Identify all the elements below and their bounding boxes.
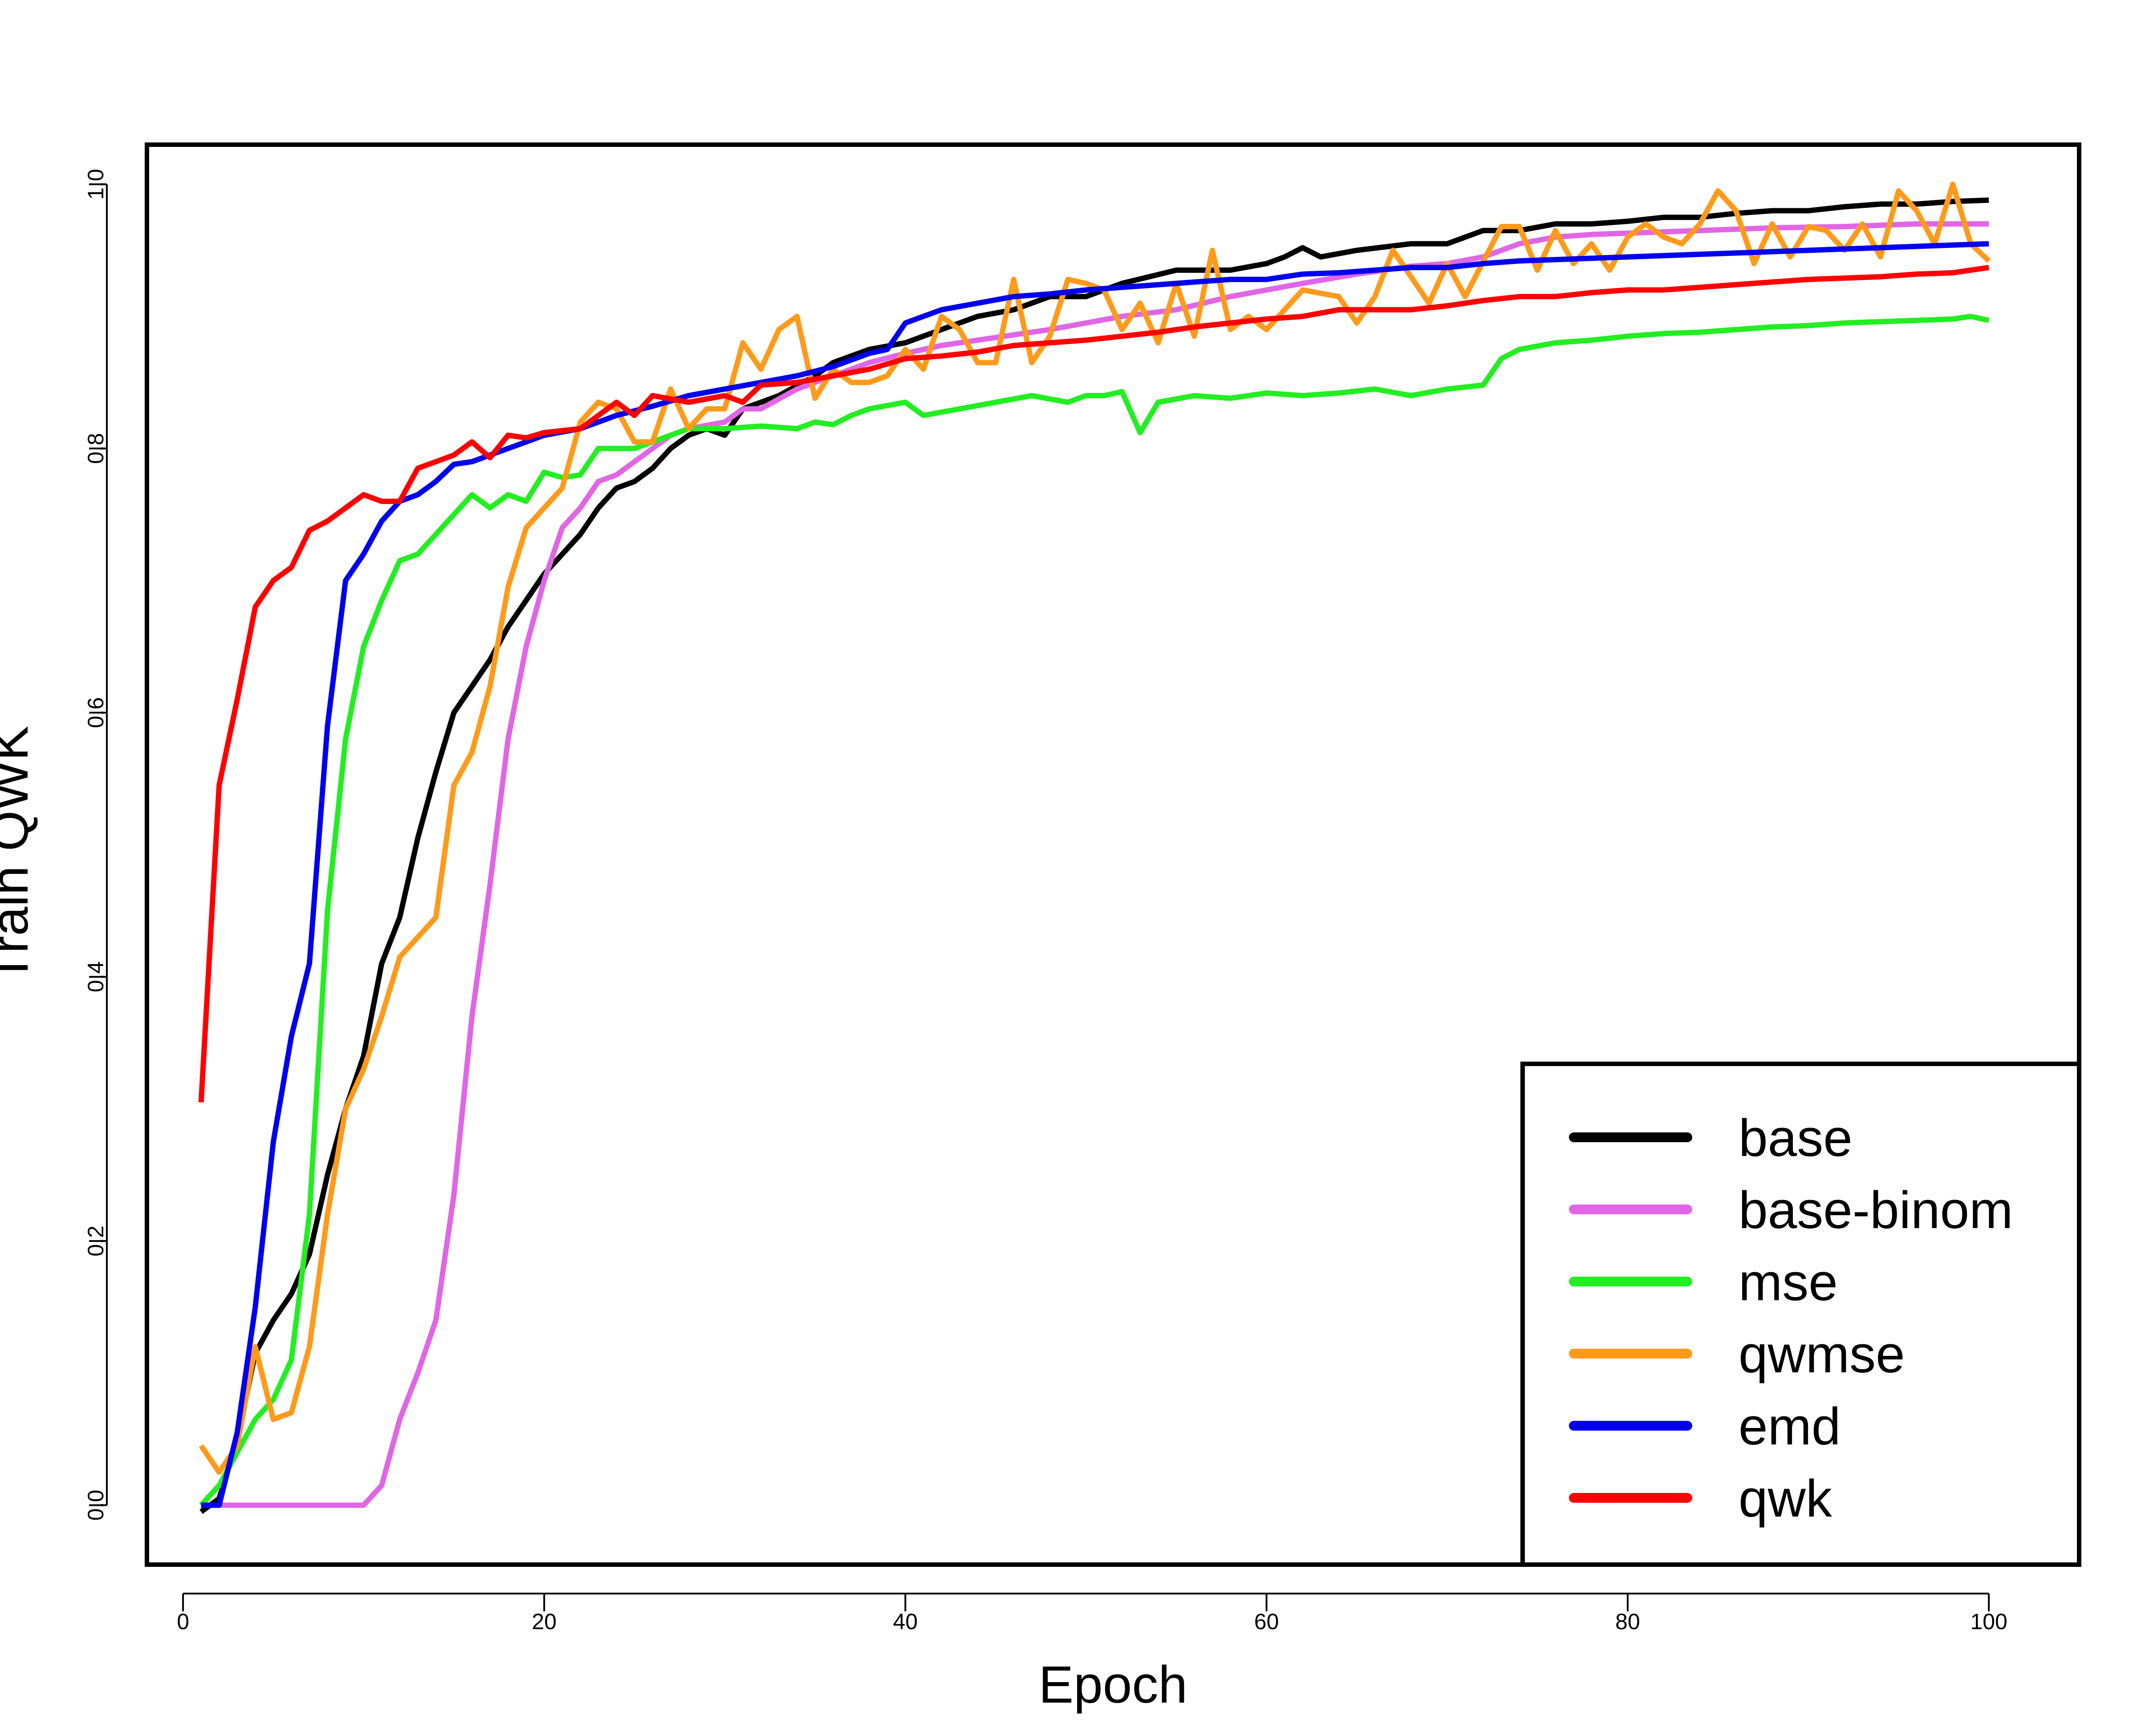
x-tick-label: 100	[1970, 1609, 2007, 1634]
x-tick-label: 80	[1615, 1609, 1640, 1634]
y-axis-title: Train QWK	[0, 726, 39, 983]
y-tick-label: 0.4	[83, 961, 108, 993]
x-tick-label: 0	[177, 1609, 189, 1634]
y-tick-label: 0.2	[83, 1225, 108, 1257]
series-line-base-binom	[201, 221, 1989, 1508]
series-line-emd	[201, 241, 1989, 1508]
legend-box	[1520, 1062, 2081, 1567]
legend-label-base: base	[1739, 1109, 1853, 1168]
y-tick-label: 1.0	[83, 169, 108, 200]
legend-label-base-binom: base-binom	[1739, 1181, 2013, 1240]
legend-label-qwmse: qwmse	[1739, 1325, 1905, 1384]
series-line-qwmse	[199, 182, 1991, 1475]
x-tick-label: 40	[893, 1609, 918, 1634]
y-tick-label: 0.0	[83, 1490, 108, 1521]
x-axis: 0 20 40 60 80 100	[177, 1593, 2007, 1634]
series-line-base	[199, 197, 1989, 1514]
legend-label-qwk: qwk	[1739, 1469, 1832, 1528]
legend-label-emd: emd	[1739, 1397, 1841, 1456]
x-tick-label: 60	[1254, 1609, 1279, 1634]
plot-frame	[145, 142, 2081, 1567]
series-line-qwk	[198, 265, 1990, 1103]
series-line-mse	[199, 313, 1990, 1507]
y-tick-label: 0.6	[83, 697, 108, 728]
y-axis: 0.0 0.2 0.4 0.6 0.8 1.0	[83, 169, 108, 1521]
series-layer	[198, 182, 1991, 1514]
y-tick-label: 0.8	[83, 433, 108, 464]
x-axis-title: Epoch	[1039, 1655, 1188, 1714]
legend: base base-binom mse qwmse emd qwk	[1520, 1062, 2081, 1567]
x-tick-label: 20	[532, 1609, 557, 1634]
legend-label-mse: mse	[1739, 1253, 1838, 1312]
